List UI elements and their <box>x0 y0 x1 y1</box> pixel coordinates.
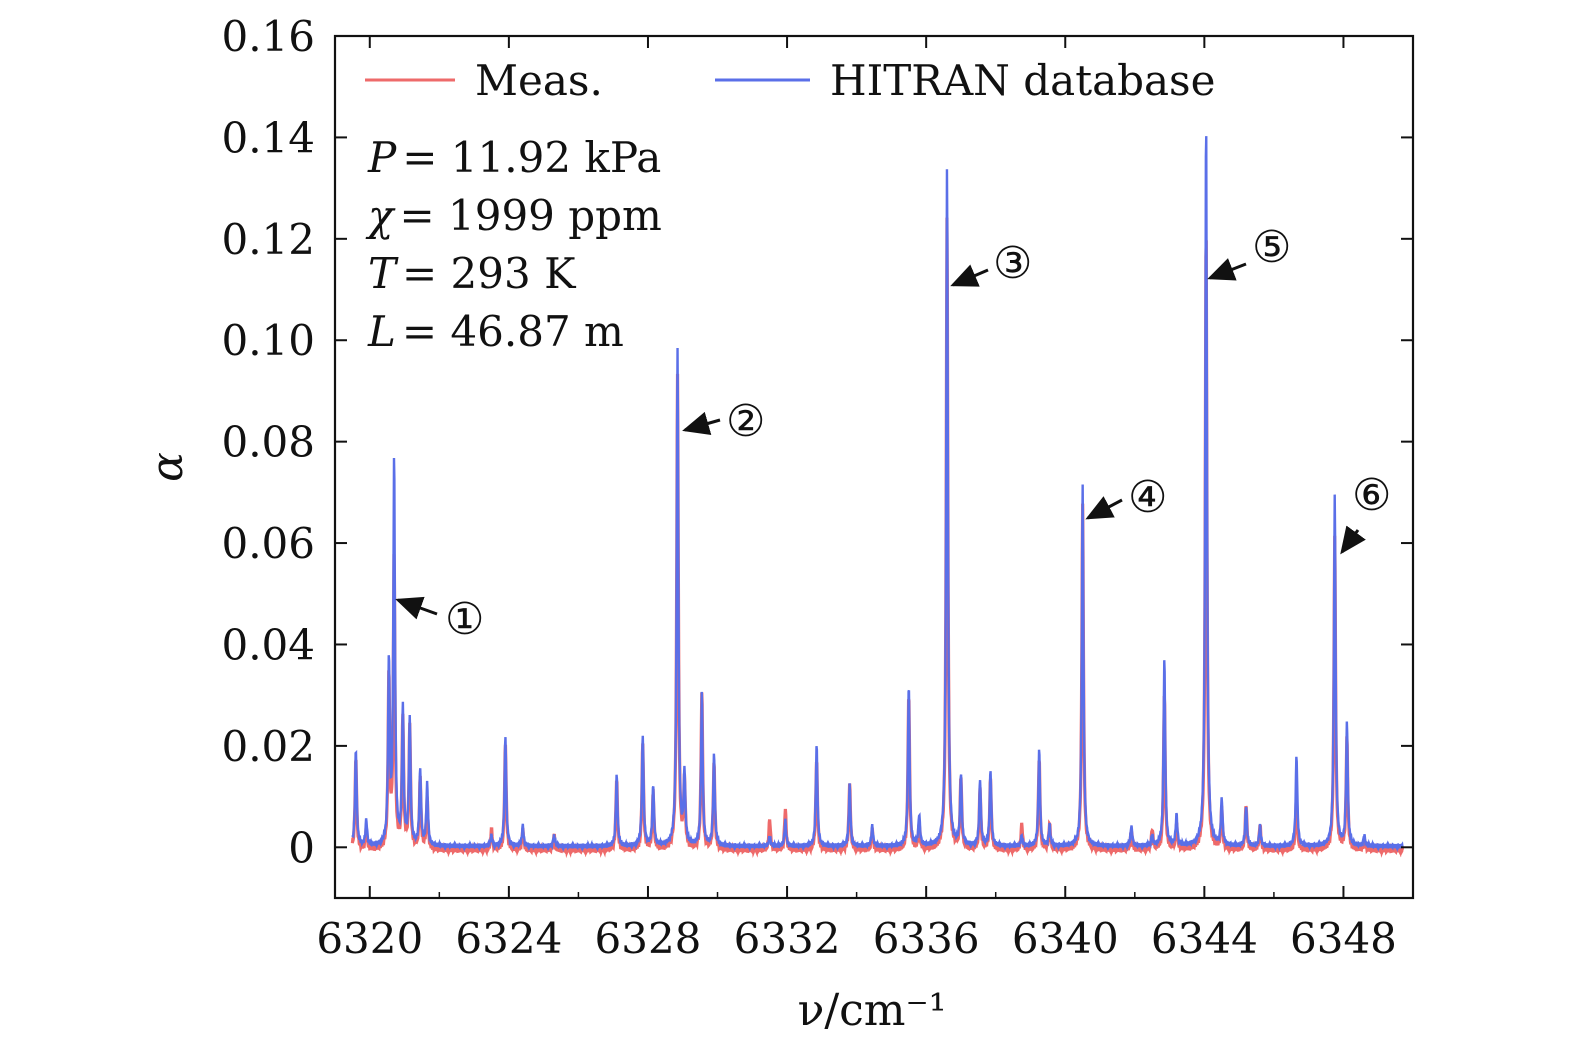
peak-markers: ① ② ③ ④ ⑤ ⑥ <box>395 222 1391 645</box>
peak-marker-2: ② <box>726 396 765 447</box>
y-axis-ticks: 0 0.02 0.04 0.06 0.08 0.10 0.12 0.14 0.16 <box>221 12 1413 872</box>
legend-label-hitran: HITRAN database <box>830 56 1215 105</box>
peak-marker-4: ④ <box>1128 472 1167 523</box>
peak-marker-5: ⑤ <box>1252 222 1291 273</box>
peak-marker-arrow-2 <box>682 411 721 435</box>
x-tick-label: 6336 <box>873 914 980 963</box>
y-tick-label: 0.12 <box>221 215 315 264</box>
peak-marker-arrow-3 <box>950 264 989 287</box>
x-axis-ticks: 6320 6324 6328 6332 6336 6340 6344 6348 <box>316 36 1414 963</box>
x-tick-label: 6348 <box>1290 914 1397 963</box>
x-tick-label: 6320 <box>316 914 423 963</box>
y-tick-label: 0.10 <box>221 316 315 365</box>
x-tick-label: 6340 <box>1012 914 1119 963</box>
mole-fraction-annotation: χ = 1999 ppm <box>365 191 662 240</box>
conditions-annotation: P = 11.92 kPa χ = 1999 ppm T = 293 K L = 46.… <box>365 133 662 356</box>
x-tick-label: 6332 <box>734 914 841 963</box>
peak-marker-arrow-4 <box>1085 496 1123 520</box>
x-axis-label: ν/cm⁻¹ <box>798 985 947 1036</box>
legend: Meas. HITRAN database <box>365 56 1215 105</box>
peak-marker-3: ③ <box>993 238 1032 289</box>
y-tick-label: 0.02 <box>221 722 315 771</box>
x-tick-label: 6344 <box>1151 914 1258 963</box>
peak-marker-arrow-1 <box>395 596 438 620</box>
peak-marker-1: ① <box>445 594 484 645</box>
x-tick-label: 6324 <box>455 914 562 963</box>
series-line-hitran <box>351 136 1404 853</box>
plot-frame <box>333 34 1415 900</box>
peak-marker-arrow-5 <box>1207 258 1247 281</box>
legend-label-meas: Meas. <box>475 56 603 105</box>
pressure-annotation: P = 11.92 kPa <box>367 133 661 182</box>
x-tick-label: 6328 <box>595 914 702 963</box>
y-tick-label: 0.06 <box>221 519 315 568</box>
y-axis-label: α <box>142 452 193 482</box>
y-tick-label: 0.16 <box>221 12 315 61</box>
peak-marker-arrow-6 <box>1340 525 1366 555</box>
peak-marker-6: ⑥ <box>1352 470 1391 521</box>
path-length-annotation: L = 46.87 m <box>367 307 624 356</box>
y-tick-label: 0 <box>288 823 315 872</box>
y-tick-label: 0.08 <box>221 418 315 467</box>
y-tick-label: 0.04 <box>221 620 315 669</box>
y-tick-label: 0.14 <box>221 113 315 162</box>
plot-series <box>350 136 1405 859</box>
temperature-annotation: T = 293 K <box>368 249 577 298</box>
